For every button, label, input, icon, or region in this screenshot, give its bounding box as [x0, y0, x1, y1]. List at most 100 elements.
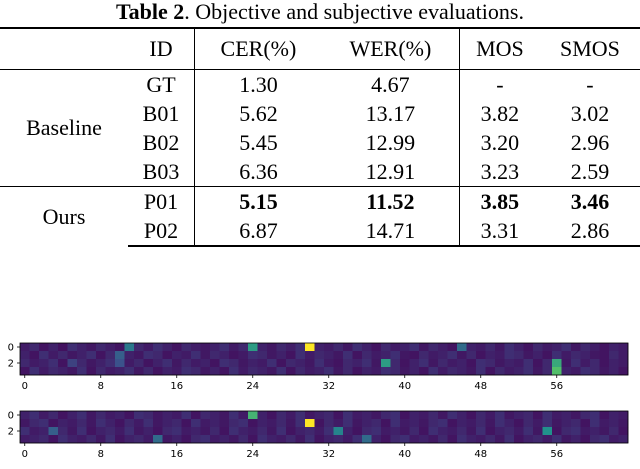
heatmap-cell [105, 435, 116, 444]
heatmap-cell [552, 351, 562, 360]
heatmap-cell [29, 411, 40, 420]
heatmap-cell [419, 435, 429, 444]
heatmap-cell [200, 351, 211, 360]
heatmap-cell [276, 351, 287, 360]
heatmap-cell [58, 343, 68, 352]
heatmap-cell [115, 435, 125, 444]
heatmap-cell [599, 419, 610, 428]
heatmap-cell [362, 359, 372, 368]
heatmap-frame [19, 410, 629, 444]
heatmap-cell [504, 351, 515, 360]
heatmap-cell [115, 351, 125, 360]
heatmap-cell [542, 367, 553, 376]
heatmap-cell [362, 351, 372, 360]
heatmap-cell [257, 367, 268, 376]
heatmap-cell [362, 419, 372, 428]
heatmap-cell [609, 419, 619, 428]
heatmap-cell [618, 435, 629, 444]
heatmap-cell [371, 343, 382, 352]
heatmap-cell [86, 359, 97, 368]
heatmap-cell [438, 411, 448, 420]
cer-value: 5.62 [193, 99, 322, 128]
heatmap-cell [561, 343, 572, 352]
heatmap-cell [533, 343, 543, 352]
heatmap-cell [618, 359, 629, 368]
heatmap-cell [381, 351, 391, 360]
heatmap-cell [571, 351, 581, 360]
heatmap-cell [77, 435, 87, 444]
heatmap-cell [428, 427, 439, 436]
heatmap-cell [143, 359, 154, 368]
smos-value: 2.86 [539, 216, 640, 247]
heatmap-cell [381, 411, 391, 420]
heatmap-cell [257, 435, 268, 444]
heatmap-cell [248, 343, 258, 352]
heatmap-cell [580, 435, 591, 444]
heatmap-cell [324, 419, 334, 428]
heatmap-cell [514, 367, 524, 376]
heatmap-cell [58, 411, 68, 420]
heatmap-cell [618, 419, 629, 428]
heatmap-cell [153, 419, 163, 428]
heatmap-cell [200, 435, 211, 444]
heatmap-cell [381, 435, 391, 444]
mos-value: 3.82 [458, 99, 540, 128]
heatmap-cell [305, 367, 315, 376]
heatmap-cell [229, 435, 239, 444]
heatmap-cell [561, 411, 572, 420]
heatmap-cell [153, 367, 163, 376]
heatmap-cell [134, 359, 144, 368]
heatmap-cell [105, 359, 116, 368]
table-caption-text: . Objective and subjective evaluations. [184, 0, 524, 24]
heatmap-cell [371, 359, 382, 368]
heatmap-cell [476, 343, 486, 352]
heatmap-cell [286, 351, 296, 360]
heatmap-cell [48, 367, 59, 376]
heatmap-cell [219, 343, 230, 352]
heatmap-cell [276, 343, 287, 352]
heatmap-cell [447, 343, 458, 352]
heatmap-cell [96, 351, 106, 360]
heatmap-cell [447, 435, 458, 444]
heatmap-cell [504, 419, 515, 428]
wer-value: 11.52 [321, 186, 460, 216]
heatmap-cell [172, 411, 182, 420]
heatmap-cell [362, 427, 372, 436]
heatmap-cell [523, 359, 534, 368]
heatmap-cell [134, 351, 144, 360]
x-tick-label: 32 [322, 381, 335, 392]
heatmap-cell [333, 419, 344, 428]
heatmap-cell [210, 427, 220, 436]
heatmap-cell [305, 427, 315, 436]
heatmap-cell [561, 351, 572, 360]
heatmap-cell [172, 367, 182, 376]
heatmap-cell [476, 411, 486, 420]
x-tick-label: 32 [322, 449, 335, 460]
heatmap-cell [295, 435, 306, 444]
heatmap-cell [542, 435, 553, 444]
heatmap-cell [67, 359, 78, 368]
heatmap-cell [134, 419, 144, 428]
heatmap-cell [48, 419, 59, 428]
heatmap-cell [333, 343, 344, 352]
heatmap-cell [219, 359, 230, 368]
wer-value: 14.71 [321, 216, 460, 247]
heatmap-cell [143, 351, 154, 360]
heatmap-cell [238, 411, 249, 420]
heatmap-cell [438, 351, 448, 360]
wer-value: 12.99 [365, 129, 416, 155]
heatmap-cell [324, 351, 334, 360]
heatmap-cell [609, 343, 619, 352]
heatmap-cell [124, 411, 135, 420]
heatmap-cell [48, 359, 59, 368]
heatmap-cell [29, 343, 40, 352]
heatmap-cell [371, 419, 382, 428]
heatmap-cell [105, 411, 116, 420]
row-id: GT [146, 71, 176, 97]
heatmap-cell [580, 411, 591, 420]
table-row: P02 6.87 14.71 3.31 2.86 [0, 216, 640, 247]
heatmap-cell [162, 419, 173, 428]
heatmap-cell [514, 419, 524, 428]
heatmap-cell [457, 367, 467, 376]
row-id: P01 [128, 186, 195, 216]
